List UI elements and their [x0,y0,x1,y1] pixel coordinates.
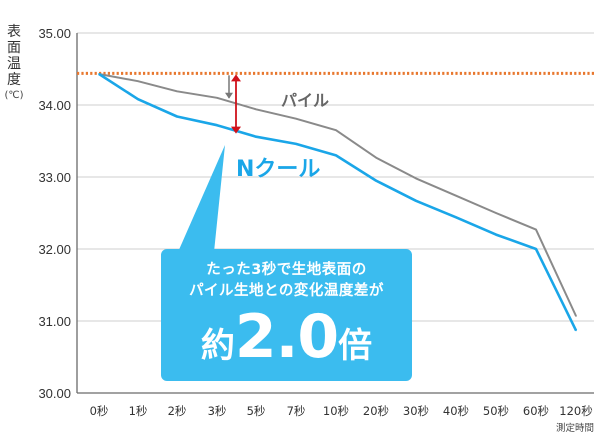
arrow-ncool-head-bottom [231,126,241,134]
data-point [495,212,497,214]
data-point [98,73,100,75]
data-point [375,179,377,182]
data-point [375,156,377,159]
y-axis-label-char: 面 [7,40,21,56]
x-tick-label: 5秒 [247,404,266,418]
y-tick-label: 34.00 [38,98,71,113]
y-tick-label: 33.00 [38,170,71,185]
data-point [335,129,337,131]
callout-pointer [178,145,225,252]
arrow-ncool-head-top [231,74,241,82]
callout-highlight: 約2.0倍 [161,304,412,385]
arrow-pile-head [225,92,233,99]
y-axis-label-char: 度 [7,72,21,88]
data-point [137,80,139,82]
callout-line-2: パイル生地との変化温度差が [189,283,384,299]
data-point [176,90,178,93]
data-point [535,228,537,231]
callout-box: たった3秒で生地表面の パイル生地との変化温度差が 約2.0倍 [161,249,412,381]
x-tick-label: 30秒 [403,404,429,418]
x-tick-label: 0秒 [90,404,109,418]
data-point [295,143,297,145]
data-point [455,194,457,197]
x-tick-label: 7秒 [287,404,306,418]
data-point [575,315,577,317]
callout-suffix: 倍 [338,326,373,366]
series-label-ncool: Nクール [236,157,320,182]
data-point [216,97,218,99]
y-axis-label-char: 温 [7,56,21,72]
y-tick-label: 32.00 [38,242,71,257]
data-point [415,177,417,180]
data-point [495,233,497,236]
y-tick-label: 35.00 [38,26,71,41]
x-tick-label: 2秒 [168,404,187,418]
series-label-pile: パイル [281,91,329,110]
y-axis-unit: (℃) [4,90,24,101]
callout-line-1: たった3秒で生地表面の [206,262,367,278]
x-tick-label: 60秒 [523,404,549,418]
data-point [335,154,337,157]
x-tick-label: 40秒 [443,404,469,418]
y-axis-label: 表 面 温 度 (℃) [4,24,24,102]
data-point [295,117,297,120]
y-axis-label-char: 表 [7,24,21,40]
callout-prefix: 約 [200,326,235,366]
data-point [535,248,537,250]
x-tick-label: 3秒 [208,404,227,418]
data-point [255,135,257,138]
callout-value: 2.0 [234,302,339,372]
x-tick-label: 50秒 [483,404,509,418]
data-point [415,200,417,202]
x-tick-label: 1秒 [129,404,148,418]
data-point [216,124,218,126]
x-tick-label: 20秒 [363,404,389,418]
y-tick-label: 31.00 [38,314,71,329]
data-point [137,98,139,100]
x-tick-label: 10秒 [323,404,349,418]
x-tick-label: 120秒 [559,404,592,418]
data-point [255,108,257,111]
data-point [455,216,457,219]
x-axis-label: 測定時間 [556,422,594,434]
data-point [176,115,178,118]
y-tick-label: 30.00 [38,386,71,401]
data-point [575,329,577,332]
